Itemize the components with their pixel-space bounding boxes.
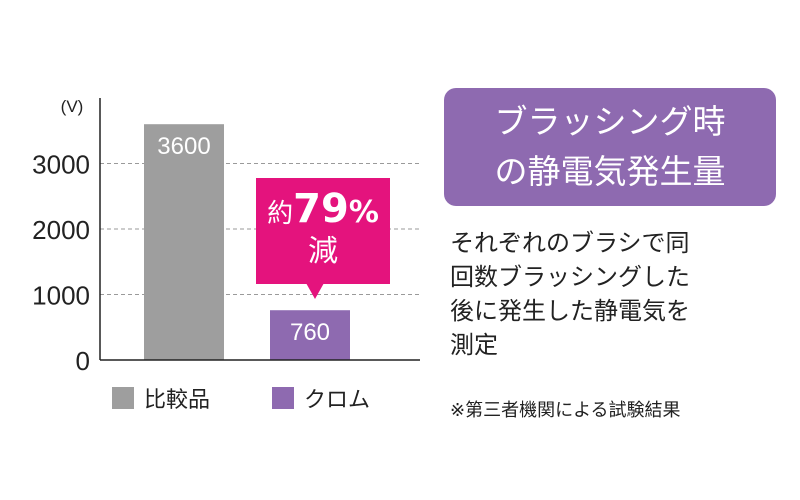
bar: [270, 310, 350, 360]
title-line-2: の静電気発生量: [494, 152, 726, 191]
description-line: 後に発生した静電気を: [450, 297, 690, 325]
description-line: 測定: [450, 331, 498, 359]
reduction-callout: 約79% 減: [256, 178, 390, 284]
callout-suffix: 減: [308, 234, 338, 269]
callout-percent: %: [348, 195, 379, 230]
legend-label: 比較品: [144, 387, 210, 412]
description: それぞれのブラシで同 回数ブラッシングした 後に発生した静電気を 測定: [450, 226, 780, 362]
description-line: それぞれのブラシで同: [450, 229, 690, 257]
callout-prefix: 約: [267, 199, 294, 229]
legend-swatch: [272, 387, 294, 409]
y-tick-label: 3000: [32, 150, 90, 180]
description-line: 回数ブラッシングした: [450, 263, 690, 291]
bar-data-label: 760: [290, 319, 330, 346]
title-line-1: ブラッシング時: [494, 102, 726, 141]
callout-tail: [306, 283, 324, 299]
legend-label: クロム: [304, 387, 370, 412]
bar: [144, 124, 224, 360]
callout-number: 79: [293, 186, 349, 232]
test-note: ※第三者機関による試験結果: [450, 400, 681, 421]
title-box: ブラッシング時 の静電気発生量: [444, 88, 776, 206]
y-tick-label: 0: [76, 346, 90, 376]
legend-swatch: [112, 387, 134, 409]
y-tick-label: 2000: [32, 215, 90, 245]
bar-data-label: 3600: [157, 133, 210, 160]
y-unit-label: (V): [61, 97, 84, 116]
y-tick-label: 1000: [32, 281, 90, 311]
